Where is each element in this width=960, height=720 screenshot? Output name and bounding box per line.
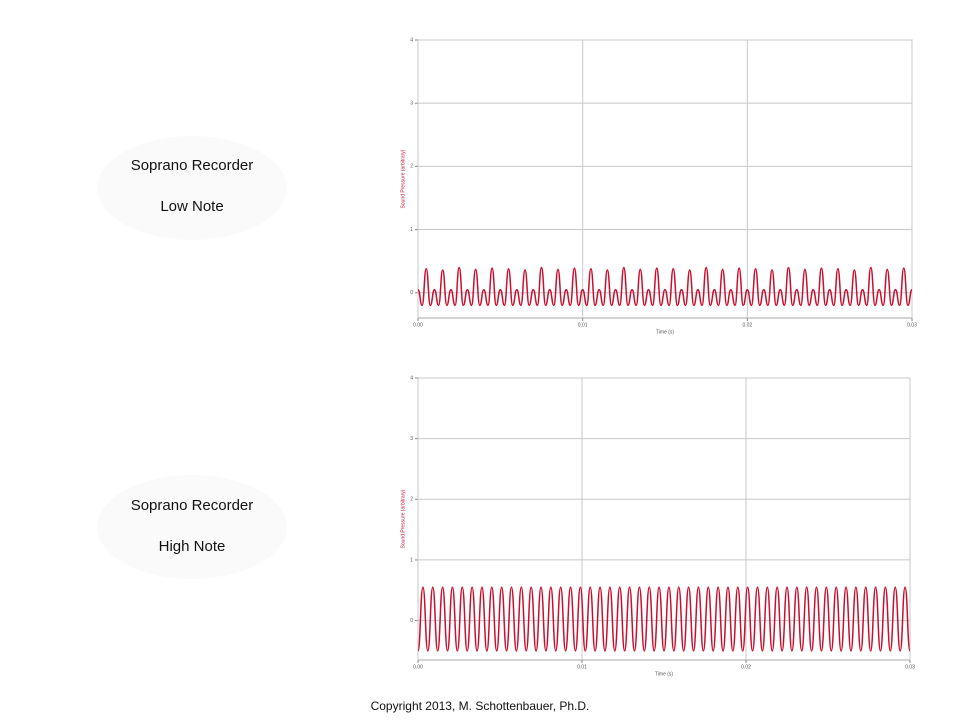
plot-area bbox=[417, 377, 911, 661]
plot-area bbox=[417, 39, 913, 319]
y-tick-label: 2 bbox=[410, 164, 413, 170]
label-backdrop bbox=[97, 475, 287, 579]
y-tick-label: 3 bbox=[410, 101, 413, 107]
y-tick-label: 2 bbox=[410, 497, 413, 503]
x-tick-label: 0.02 bbox=[742, 322, 752, 328]
y-tick-label: 3 bbox=[410, 436, 413, 442]
waveform bbox=[417, 586, 911, 652]
y-tick-label: 4 bbox=[410, 37, 413, 43]
x-tick-label: 0.03 bbox=[907, 322, 917, 328]
label-backdrop bbox=[97, 136, 287, 240]
y-axis-label: Sound Pressure (arbitrary) bbox=[400, 149, 406, 208]
x-tick-label: 0.00 bbox=[413, 664, 423, 670]
copyright: Copyright 2013, M. Schottenbauer, Ph.D. bbox=[371, 699, 590, 713]
x-axis-label: Time (s) bbox=[655, 671, 673, 677]
x-tick-label: 0.00 bbox=[413, 322, 423, 328]
y-tick-label: 1 bbox=[410, 557, 413, 563]
instrument-label: Soprano Recorder bbox=[131, 157, 254, 174]
y-tick-label: 0 bbox=[410, 618, 413, 624]
y-axis-label: Sound Pressure (arbitrary) bbox=[400, 489, 406, 548]
note-label: Low Note bbox=[160, 198, 223, 215]
y-tick-label: 0 bbox=[410, 290, 413, 296]
x-tick-label: 0.03 bbox=[905, 664, 915, 670]
x-tick-label: 0.02 bbox=[741, 664, 751, 670]
y-tick-label: 4 bbox=[410, 375, 413, 381]
instrument-label: Soprano Recorder bbox=[131, 497, 254, 514]
y-tick-label: 1 bbox=[410, 227, 413, 233]
note-label: High Note bbox=[159, 538, 226, 555]
x-tick-label: 0.01 bbox=[578, 322, 588, 328]
x-axis-label: Time (s) bbox=[656, 329, 674, 335]
x-tick-label: 0.01 bbox=[577, 664, 587, 670]
waveform bbox=[417, 266, 913, 307]
